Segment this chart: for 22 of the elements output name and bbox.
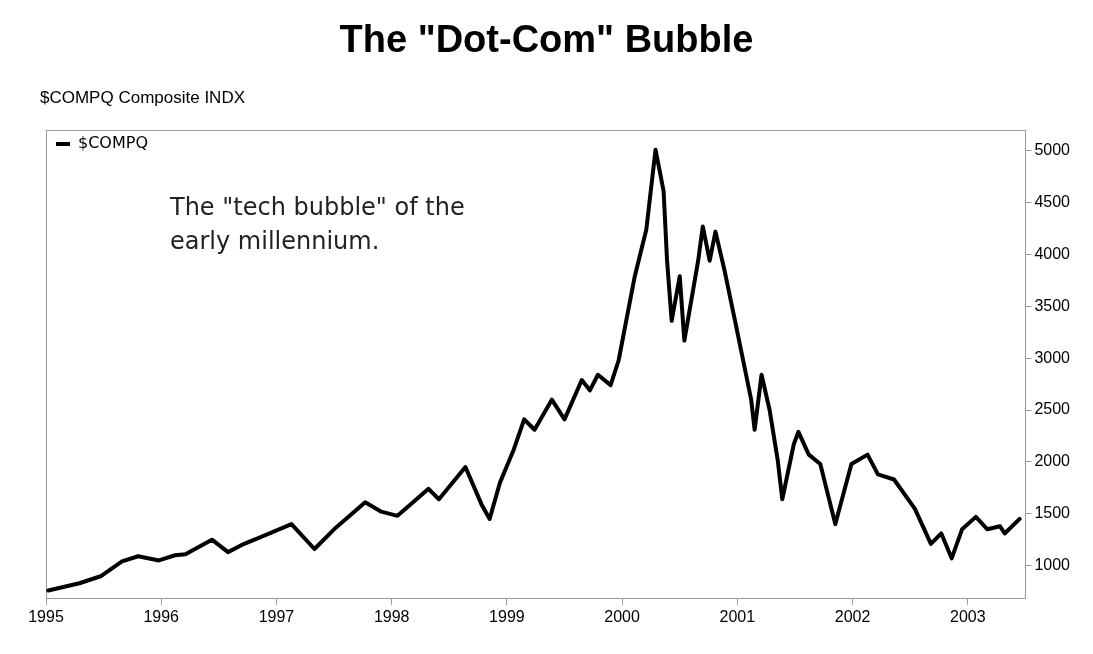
x-tick-label: 2000 — [604, 607, 641, 625]
y-tick-label: 1000 — [1034, 556, 1071, 574]
y-tick-label: 1500 — [1034, 504, 1071, 522]
x-tick-label: 2002 — [834, 607, 871, 625]
x-tick-label: 1997 — [258, 607, 295, 625]
y-tick-label: 3500 — [1034, 296, 1071, 314]
annotation: The "tech bubble" of the early millennium. — [170, 192, 466, 257]
x-tick-label: 1996 — [143, 607, 180, 625]
x-tick-label: 1998 — [373, 607, 410, 625]
y-tick-label: 5000 — [1034, 141, 1071, 159]
x-tick-label: 1995 — [28, 607, 64, 625]
x-tick-label: 2001 — [719, 607, 756, 625]
x-tick-label: 1999 — [489, 607, 525, 625]
y-tick-label: 2500 — [1034, 400, 1071, 418]
y-tick-label: 4000 — [1034, 244, 1071, 262]
y-tick-label: 3000 — [1034, 348, 1071, 366]
y-tick-label: 4500 — [1034, 193, 1071, 211]
x-tick-label: 2003 — [950, 607, 986, 625]
y-tick-label: 2000 — [1034, 452, 1071, 470]
legend-label: $COMPQ — [78, 133, 148, 153]
chart-subtitle: $COMPQ Composite INDX — [40, 88, 245, 108]
chart-title: The "Dot-Com" Bubble — [338, 18, 755, 61]
